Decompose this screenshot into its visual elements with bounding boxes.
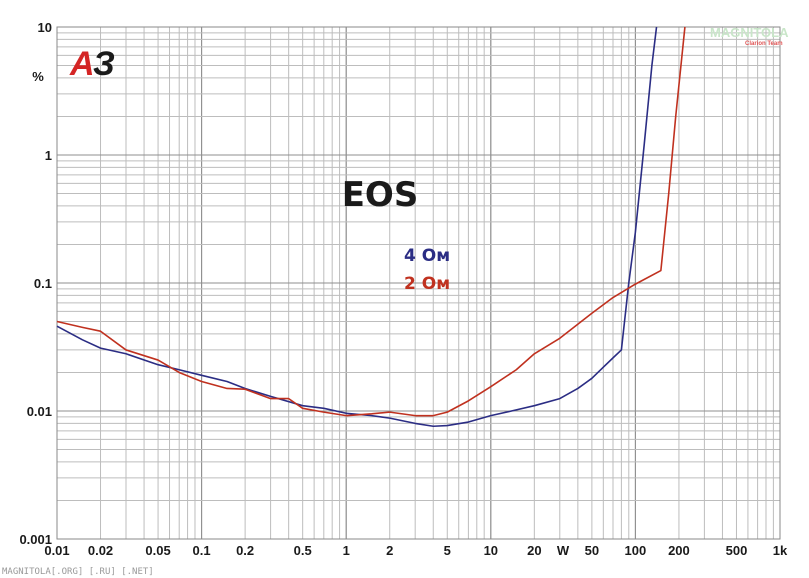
- legend-entry-4-ohm: 4 Ом: [404, 246, 450, 266]
- y-tick-label: 10: [38, 20, 52, 35]
- series-line-2-ohm: [56, 26, 686, 417]
- logo-letter-a: А: [69, 45, 95, 83]
- a3-logo: А З: [69, 45, 115, 83]
- plot-frame: [56, 26, 781, 540]
- y-tick-label: 0.1: [34, 276, 52, 291]
- x-tick-label: 0.02: [88, 543, 113, 558]
- series-line-4-ohm: [56, 26, 658, 428]
- credit-text: MAGNITOLA[.ORG] [.RU] [.NET]: [2, 567, 154, 577]
- x-tick-label: 0.5: [294, 543, 312, 558]
- x-tick-label: 5: [444, 543, 451, 558]
- x-tick-label: 0.05: [145, 543, 170, 558]
- logo-letter-3: З: [93, 45, 115, 83]
- watermark: MAGNITOLA Clarion Team: [710, 25, 789, 47]
- x-tick-label: 20: [527, 543, 541, 558]
- x-tick-label: 500: [726, 543, 748, 558]
- x-axis-label: W: [557, 543, 570, 558]
- y-tick-label: 1: [45, 148, 52, 163]
- x-tick-label: 0.1: [193, 543, 211, 558]
- x-axis-tick-labels: 0.01 0.02 0.05 0.1 0.2 0.5 1 2 5 10 20 50 100 200 500 1…: [44, 543, 788, 558]
- y-tick-label: 0.01: [27, 404, 52, 419]
- y-axis-label: %: [32, 69, 44, 84]
- x-tick-label: 1: [343, 543, 350, 558]
- x-tick-label: 10: [484, 543, 498, 558]
- x-tick-label: 50: [585, 543, 599, 558]
- watermark-subtext: Clarion Team: [745, 41, 783, 47]
- chart-grid: [56, 26, 781, 540]
- legend-entry-2-ohm: 2 Ом: [404, 274, 450, 294]
- x-tick-label: 1k: [773, 543, 788, 558]
- y-tick-label: 0.001: [19, 532, 52, 547]
- chart-title: EOS: [342, 175, 419, 215]
- watermark-text: MAGNITOLA: [710, 25, 789, 40]
- x-tick-label: 0.2: [236, 543, 254, 558]
- x-tick-label: 100: [625, 543, 647, 558]
- x-tick-label: 0.01: [44, 543, 69, 558]
- x-tick-label: 2: [386, 543, 393, 558]
- x-tick-label: 200: [668, 543, 690, 558]
- chart-series: [56, 26, 686, 428]
- y-axis-tick-labels: 10 1 0.1 0.01 0.001: [19, 20, 52, 547]
